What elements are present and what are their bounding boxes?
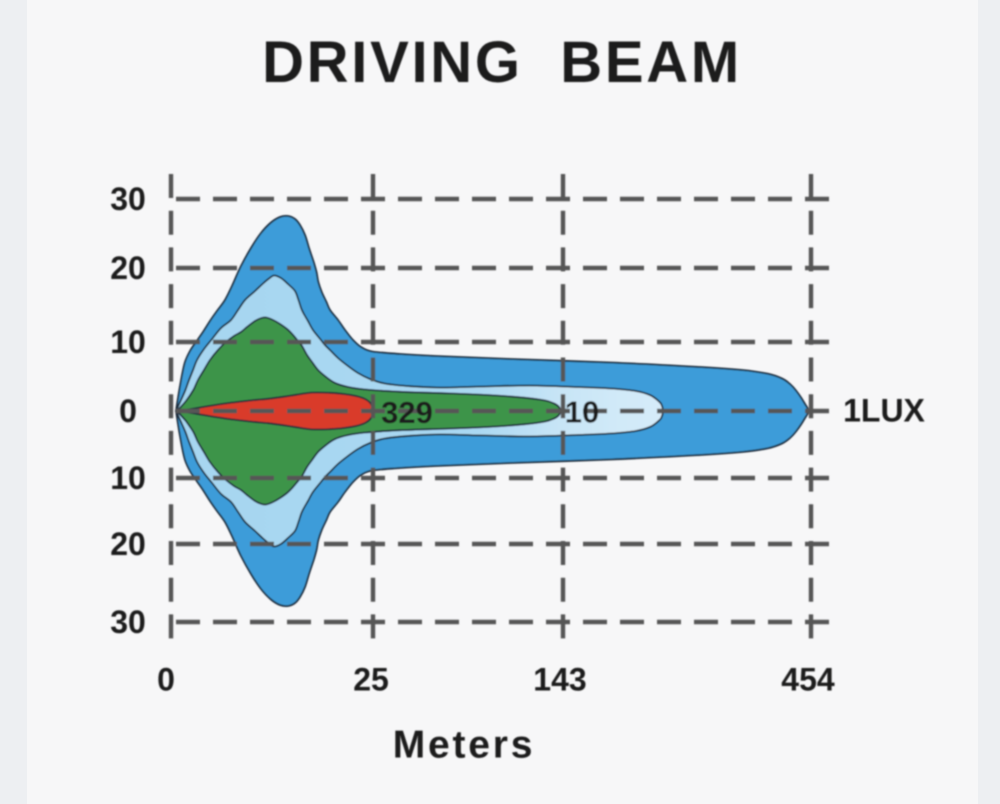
svg-text:30: 30 [110,181,146,217]
svg-text:0: 0 [157,662,175,698]
svg-text:10: 10 [565,395,599,430]
svg-text:329: 329 [381,395,433,430]
svg-text:1LUX: 1LUX [843,393,925,429]
svg-text:0: 0 [119,393,137,429]
svg-text:30: 30 [110,604,146,640]
svg-text:10: 10 [110,324,146,360]
svg-text:25: 25 [353,662,389,698]
svg-text:DRIVING BEAM: DRIVING BEAM [262,30,742,95]
svg-text:Meters: Meters [393,724,536,767]
svg-text:20: 20 [110,526,146,562]
svg-text:10: 10 [110,460,146,496]
svg-text:143: 143 [533,662,586,698]
svg-text:20: 20 [110,250,146,286]
svg-text:454: 454 [781,662,835,698]
